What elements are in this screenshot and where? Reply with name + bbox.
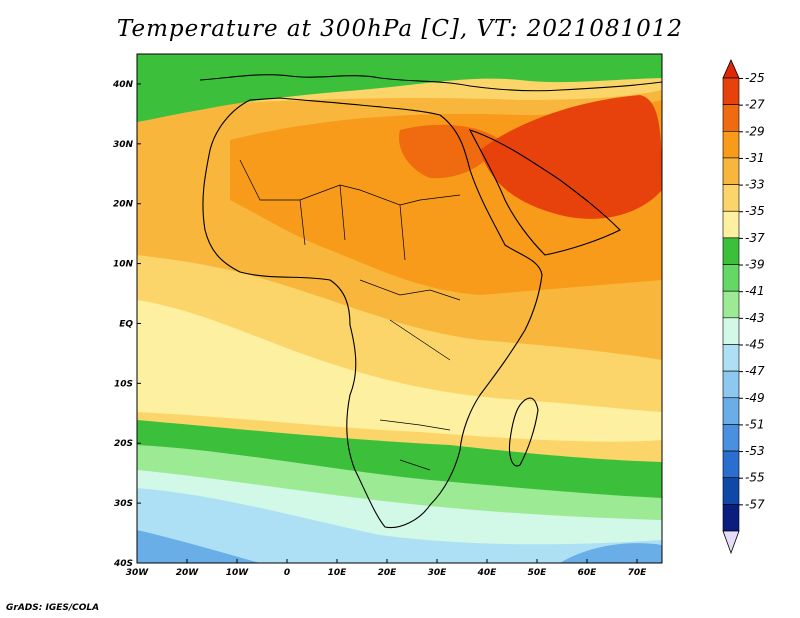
colorbar-label: -53 (745, 444, 765, 458)
colorbar-label: -45 (745, 337, 765, 351)
field-arabia-hot (480, 95, 662, 219)
colorbar-swatch (722, 290, 740, 319)
lon-tick-label: 20W (176, 568, 200, 578)
map-title: Temperature at 300hPa [C], VT: 202108101… (116, 16, 684, 42)
colorbar-swatch (722, 477, 740, 505)
colorbar-label: -41 (745, 284, 765, 298)
colorbar: -25 -27 -29 -31 -33 -35 -37 -39 -41 -43 -45 -47 -49 -… (722, 59, 765, 555)
colorbar-label: -49 (745, 391, 765, 405)
colorbar-label: -51 (745, 417, 765, 431)
colorbar-label: -55 (745, 471, 765, 485)
colorbar-label: -35 (745, 204, 765, 218)
colorbar-swatch (722, 264, 740, 292)
africa-coastline (202, 97, 543, 529)
colorbar-swatch (722, 450, 740, 479)
colorbar-swatch (722, 504, 740, 532)
lon-tick-label: 30W (126, 568, 150, 578)
colorbar-label: -39 (745, 258, 765, 272)
field-southern-deep-band (137, 530, 662, 563)
lon-tick-label: 40E (477, 568, 498, 578)
temperature-field (137, 54, 662, 563)
field-cool-tropics (137, 300, 662, 442)
colorbar-bottom-arrow (722, 530, 740, 555)
lon-tick-label: 70E (628, 568, 648, 578)
colorbar-label: -57 (745, 497, 765, 511)
colorbar-top-arrow (722, 59, 740, 79)
grads-credit: GrADS: IGES/COLA (6, 603, 100, 613)
field-north-green (137, 54, 662, 122)
colorbar-swatch (722, 104, 740, 132)
lon-tick-label: 10E (328, 568, 348, 578)
colorbar-swatch (722, 237, 740, 265)
colorbar-swatch (722, 157, 740, 185)
lon-tick-label: 10W (226, 568, 250, 578)
lon-tick-label: 30E (428, 568, 448, 578)
colorbar-label: -47 (745, 364, 765, 378)
colorbar-swatch (722, 424, 740, 452)
colorbar-swatch (722, 184, 740, 212)
lat-tick-label: 20N (113, 200, 134, 210)
lon-tick-label: 0 (284, 568, 290, 578)
field-southern-blue-band (137, 488, 662, 563)
lat-tick-label: EQ (119, 319, 133, 329)
colorbar-label: -37 (745, 231, 765, 245)
lat-tick-label: 20S (114, 439, 133, 449)
colorbar-label: -33 (745, 178, 765, 192)
colorbar-swatch (722, 77, 740, 105)
colorbar-swatch (722, 397, 740, 425)
lat-tick-label: 40S (113, 559, 133, 569)
colorbar-swatch (722, 317, 740, 345)
colorbar-swatch (722, 130, 740, 159)
colorbar-label: -25 (745, 71, 765, 85)
colorbar-swatch (722, 370, 740, 399)
plot-frame (136, 53, 663, 564)
latitude-axis: 40N 30N 20N 10N EQ 10S 20S 30S 40S (112, 80, 141, 569)
lon-tick-label: 60E (578, 568, 598, 578)
madagascar-coastline (508, 397, 539, 467)
colorbar-swatch (722, 210, 740, 239)
lat-tick-label: 30N (113, 140, 134, 150)
mediterranean-europe-coastline (199, 74, 662, 92)
arabian-peninsula-coastline (468, 129, 621, 256)
lon-tick-label: 20E (378, 568, 398, 578)
lat-tick-label: 10N (113, 260, 134, 270)
colorbar-swatch (722, 344, 740, 372)
lat-tick-label: 40N (112, 80, 134, 90)
coastlines (199, 74, 662, 529)
lon-tick-label: 50E (528, 568, 548, 578)
lat-tick-label: 30S (114, 499, 133, 509)
colorbar-label: -43 (745, 311, 765, 325)
lat-tick-label: 10S (114, 379, 133, 389)
longitude-axis: 30W 20W 10W 0 10E 20E 30E 40E 50E 60E 70E (126, 559, 647, 578)
country-borders (239, 159, 461, 471)
colorbar-label: -31 (745, 151, 765, 165)
colorbar-label: -27 (745, 98, 765, 112)
colorbar-label: -29 (745, 124, 765, 138)
